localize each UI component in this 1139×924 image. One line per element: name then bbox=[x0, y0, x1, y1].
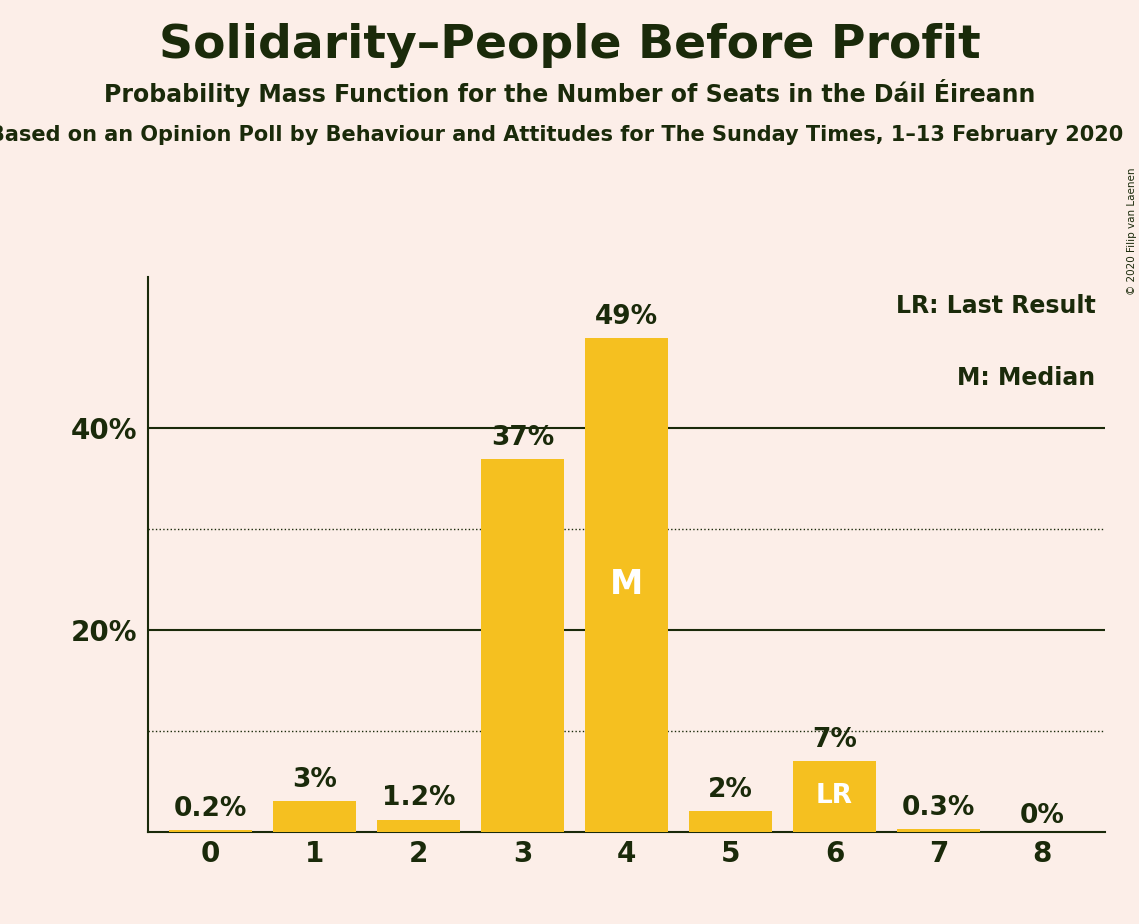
Text: Solidarity–People Before Profit: Solidarity–People Before Profit bbox=[158, 23, 981, 68]
Text: 0.2%: 0.2% bbox=[174, 796, 247, 821]
Text: LR: Last Result: LR: Last Result bbox=[895, 294, 1096, 318]
Bar bbox=[273, 801, 357, 832]
Bar bbox=[169, 830, 252, 832]
Text: © 2020 Filip van Laenen: © 2020 Filip van Laenen bbox=[1126, 167, 1137, 295]
Text: LR: LR bbox=[816, 784, 853, 809]
Bar bbox=[793, 761, 876, 832]
Text: 3%: 3% bbox=[292, 767, 337, 794]
Bar bbox=[481, 458, 564, 832]
Text: 7%: 7% bbox=[812, 727, 857, 753]
Text: Based on an Opinion Poll by Behaviour and Attitudes for The Sunday Times, 1–13 F: Based on an Opinion Poll by Behaviour an… bbox=[0, 125, 1123, 145]
Text: 0%: 0% bbox=[1021, 803, 1065, 829]
Text: 0.3%: 0.3% bbox=[902, 795, 975, 821]
Text: Probability Mass Function for the Number of Seats in the Dáil Éireann: Probability Mass Function for the Number… bbox=[104, 79, 1035, 106]
Bar bbox=[584, 337, 669, 832]
Bar bbox=[689, 811, 772, 832]
Text: 2%: 2% bbox=[708, 777, 753, 803]
Text: 37%: 37% bbox=[491, 424, 554, 451]
Text: M: M bbox=[609, 568, 644, 602]
Text: 1.2%: 1.2% bbox=[382, 785, 456, 811]
Text: 49%: 49% bbox=[595, 304, 658, 330]
Bar bbox=[896, 829, 980, 832]
Text: M: Median: M: Median bbox=[957, 366, 1096, 390]
Bar bbox=[377, 820, 460, 832]
